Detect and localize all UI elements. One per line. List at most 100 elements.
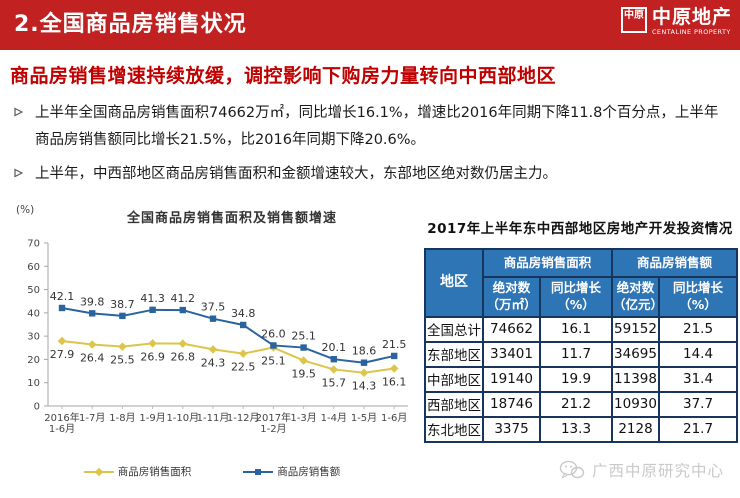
svg-text:16.1: 16.1	[382, 376, 407, 389]
table-cell-region: 中部地区	[424, 365, 484, 393]
table-row: 西部地区 18746 21.2 10930 37.7	[424, 390, 739, 418]
svg-text:24.3: 24.3	[201, 356, 226, 369]
svg-text:25.1: 25.1	[291, 330, 316, 343]
svg-text:18.6: 18.6	[352, 345, 377, 358]
watermark-text: 广西中原研究中心	[591, 462, 724, 480]
table-header-sub: 绝对数 （万㎡）	[482, 276, 541, 318]
svg-text:20.1: 20.1	[322, 341, 347, 354]
svg-text:25.1: 25.1	[261, 355, 286, 368]
logo-name: 中原地产	[651, 6, 732, 28]
table-cell: 31.4	[658, 365, 739, 393]
table-header-group: 商品房销售面积	[481, 248, 614, 278]
table-header-sub: 绝对数 （亿元）	[611, 276, 663, 318]
table-header-group: 商品房销售额	[611, 248, 739, 278]
legend-label: 商品房销售面积	[117, 466, 192, 478]
svg-text:1-4月: 1-4月	[321, 412, 347, 424]
table-row: 东部地区 33401 11.7 34695 14.4	[424, 340, 739, 368]
bullet-item: 上半年全国商品房销售面积74662万㎡，同比增长16.1%，增速比2016年同期…	[12, 100, 728, 154]
table-cell: 14.4	[658, 340, 739, 368]
svg-text:34.8: 34.8	[231, 307, 256, 320]
watermark: 广西中原研究中心	[559, 459, 724, 481]
table-cell: 34695	[611, 340, 661, 368]
table-cell: 19140	[482, 365, 541, 393]
table-cell: 33401	[482, 340, 541, 368]
svg-text:1-12月: 1-12月	[227, 412, 260, 424]
subtitle: 商品房销售增速持续放缓，调控影响下购房力量转向中西部地区	[10, 65, 557, 87]
invest-table: 地区 商品房销售面积 商品房销售额 绝对数 （万㎡） 同比增长 （%） 绝对数 （亿元）同…	[424, 248, 739, 443]
table-title: 2017年上半年东中西部地区房地产开发投资情况	[427, 221, 733, 237]
svg-text:1-5月: 1-5月	[351, 412, 377, 424]
table-cell: 13.3	[538, 415, 614, 443]
bullet-list: 上半年全国商品房销售面积74662万㎡，同比增长16.1%，增速比2016年同期…	[12, 100, 728, 194]
table-header-sub: 同比增长 （%）	[538, 276, 614, 318]
logo-tagline: CENTALINE PROPERTY	[651, 28, 731, 36]
centaline-logo-text: 中原地产 CENTALINE PROPERTY	[652, 7, 732, 36]
svg-text:1-10月: 1-10月	[166, 412, 199, 424]
header-bar: 2.全国商品房销售状况 中原 中原地产 CENTALINE PROPERTY	[0, 0, 740, 50]
table-cell: 18746	[482, 390, 541, 418]
svg-text:26.8: 26.8	[171, 351, 196, 364]
svg-text:1-3月: 1-3月	[290, 412, 316, 424]
svg-text:38.7: 38.7	[110, 298, 135, 311]
svg-text:20: 20	[27, 355, 40, 366]
svg-text:19.5: 19.5	[291, 368, 316, 381]
table-cell: 19.9	[538, 365, 614, 393]
legend-marker-icon	[83, 467, 114, 476]
svg-text:1-8月: 1-8月	[109, 412, 135, 424]
table-cell-region: 东部地区	[424, 340, 484, 368]
svg-text:21.5: 21.5	[382, 338, 407, 351]
svg-text:60: 60	[27, 262, 40, 273]
svg-text:0: 0	[34, 402, 40, 413]
arrow-bullet-icon	[14, 107, 23, 117]
invest-table-section: 2017年上半年东中西部地区房地产开发投资情况 地区 商品房销售面积 商品房销售额绝…	[424, 217, 739, 443]
centaline-logo-icon: 中原	[620, 7, 647, 33]
legend-item: 商品房销售额	[243, 464, 340, 479]
svg-text:15.7: 15.7	[322, 376, 347, 389]
svg-text:26.4: 26.4	[80, 352, 105, 365]
chart-legend: 商品房销售面积 商品房销售额	[4, 464, 420, 479]
y-axis-unit: (%)	[16, 204, 35, 216]
table-header-sub: 同比增长 （%）	[658, 276, 739, 318]
legend-label: 商品房销售额	[277, 466, 341, 478]
legend-item: 商品房销售面积	[83, 464, 192, 479]
svg-text:25.5: 25.5	[110, 354, 135, 367]
svg-text:70: 70	[27, 239, 40, 250]
svg-text:40: 40	[27, 308, 40, 319]
table-cell: 21.5	[658, 315, 739, 343]
svg-text:26.0: 26.0	[261, 327, 286, 340]
table-cell: 10930	[611, 390, 661, 418]
svg-text:1-11月: 1-11月	[197, 412, 230, 424]
table-cell-region: 西部地区	[424, 390, 484, 418]
bullet-text: 上半年，中西部地区商品房销售面积和金额增速较大，东部地区绝对数仍居主力。	[35, 165, 557, 182]
chart-title: 全国商品房销售面积及销售额增速	[126, 211, 337, 226]
table-cell: 11398	[611, 365, 661, 393]
chart-canvas: 0 10 20 30 40 50 60 70 2016年 1-6月1-7月 1-8月 1-9月 1-10…	[27, 239, 408, 435]
table-cell: 2128	[611, 415, 661, 443]
svg-text:10: 10	[27, 378, 40, 389]
table-cell: 21.2	[538, 390, 614, 418]
table-cell: 16.1	[538, 315, 614, 343]
table-cell: 37.7	[658, 390, 739, 418]
table-row: 全国总计 74662 16.1 59152 21.5	[424, 315, 739, 343]
centaline-logo: 中原 中原地产 CENTALINE PROPERTY	[620, 7, 732, 36]
svg-text:26.9: 26.9	[140, 350, 165, 363]
table-cell: 11.7	[538, 340, 614, 368]
svg-text:1-9月: 1-9月	[139, 412, 165, 424]
svg-text:27.9: 27.9	[50, 348, 75, 361]
svg-text:30: 30	[27, 332, 40, 343]
table-row: 中部地区 19140 19.9 11398 31.4	[424, 365, 739, 393]
svg-text:1-7月: 1-7月	[79, 412, 105, 424]
table-row: 东北地区 3375 13.3 2128 21.7	[424, 415, 739, 443]
svg-text:42.1: 42.1	[50, 290, 75, 303]
table-cell: 3375	[482, 415, 541, 443]
line-chart-section: (%) 全国商品房销售面积及销售额增速 0 10 20 30 40 50 60 70 2016年…	[4, 202, 420, 494]
svg-text:41.3: 41.3	[140, 292, 165, 305]
table-cell: 21.7	[658, 415, 739, 443]
svg-text:1-6月: 1-6月	[381, 412, 407, 424]
table-cell-region: 全国总计	[424, 315, 484, 343]
bullet-text: 上半年全国商品房销售面积74662万㎡，同比增长16.1%，增速比2016年同期…	[35, 105, 719, 148]
table-cell: 74662	[482, 315, 541, 343]
